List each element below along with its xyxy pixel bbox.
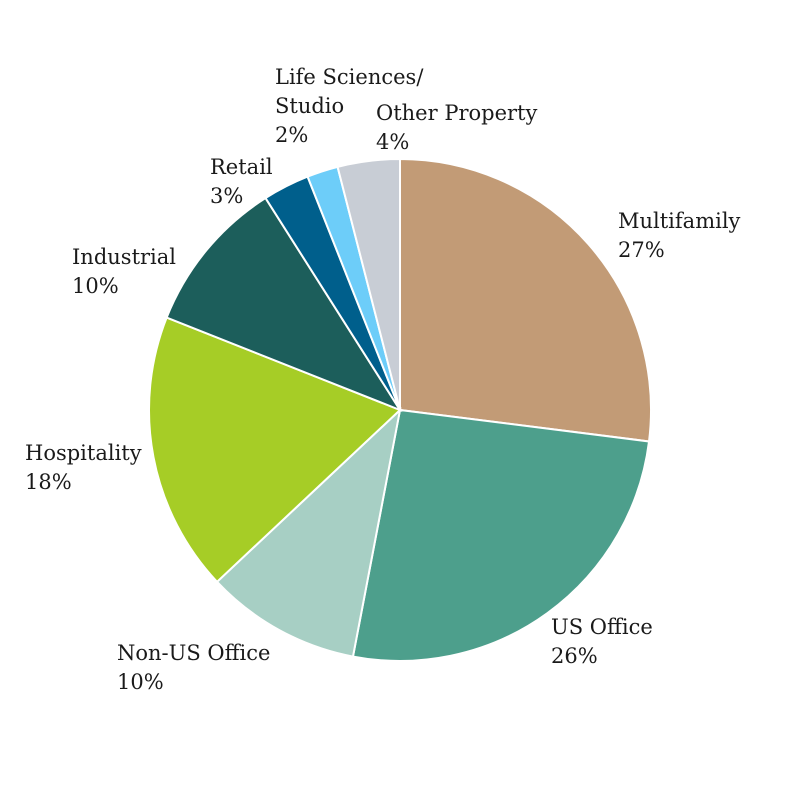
pie-slice-multifamily [399, 157, 652, 443]
slice-label-hospitality: Hospitality 18% [25, 441, 142, 494]
slice-name-other-property: Other Property [376, 101, 537, 125]
slice-percent-other-property: 4% [376, 130, 409, 154]
slice-label-life-sciences-studio: Life Sciences/Studio 2% [275, 65, 424, 147]
slice-percent-life-sciences-studio: 2% [275, 123, 308, 147]
pie-slice-other-property [336, 157, 401, 411]
slice-percent-industrial: 10% [72, 274, 119, 298]
slice-percent-retail: 3% [210, 184, 243, 208]
slice-name-hospitality: Hospitality [25, 441, 142, 465]
slice-percent-non-us-office: 10% [117, 670, 164, 694]
pie-slice-non-us-office [215, 407, 402, 658]
slice-name-life-sciences-studio: Studio [275, 94, 344, 118]
slice-label-us-office: US Office 26% [551, 615, 653, 668]
pie-slices [148, 157, 652, 662]
slice-label-industrial: Industrial 10% [72, 245, 176, 298]
slice-percent-us-office: 26% [551, 644, 598, 668]
pie-slice-industrial [165, 196, 403, 413]
slice-name-industrial: Industrial [72, 245, 176, 269]
slice-name-non-us-office: Non-US Office [117, 641, 270, 665]
pie-slice-hospitality [148, 316, 402, 584]
slice-percent-hospitality: 18% [25, 470, 72, 494]
slice-name-retail: Retail [210, 155, 273, 179]
slice-name-life-sciences-studio: Life Sciences/ [275, 65, 424, 89]
slice-label-retail: Retail 3% [210, 155, 273, 208]
slice-name-multifamily: Multifamily [618, 209, 741, 233]
slice-label-non-us-office: Non-US Office 10% [117, 641, 270, 694]
slice-label-other-property: Other Property 4% [376, 101, 537, 154]
slice-percent-multifamily: 27% [618, 238, 665, 262]
pie-slice-us-office [351, 408, 651, 662]
slice-label-multifamily: Multifamily 27% [618, 209, 741, 262]
slice-name-us-office: US Office [551, 615, 653, 639]
pie-labels: Multifamily 27% US Office 26% Non-US Office 1… [25, 65, 741, 694]
